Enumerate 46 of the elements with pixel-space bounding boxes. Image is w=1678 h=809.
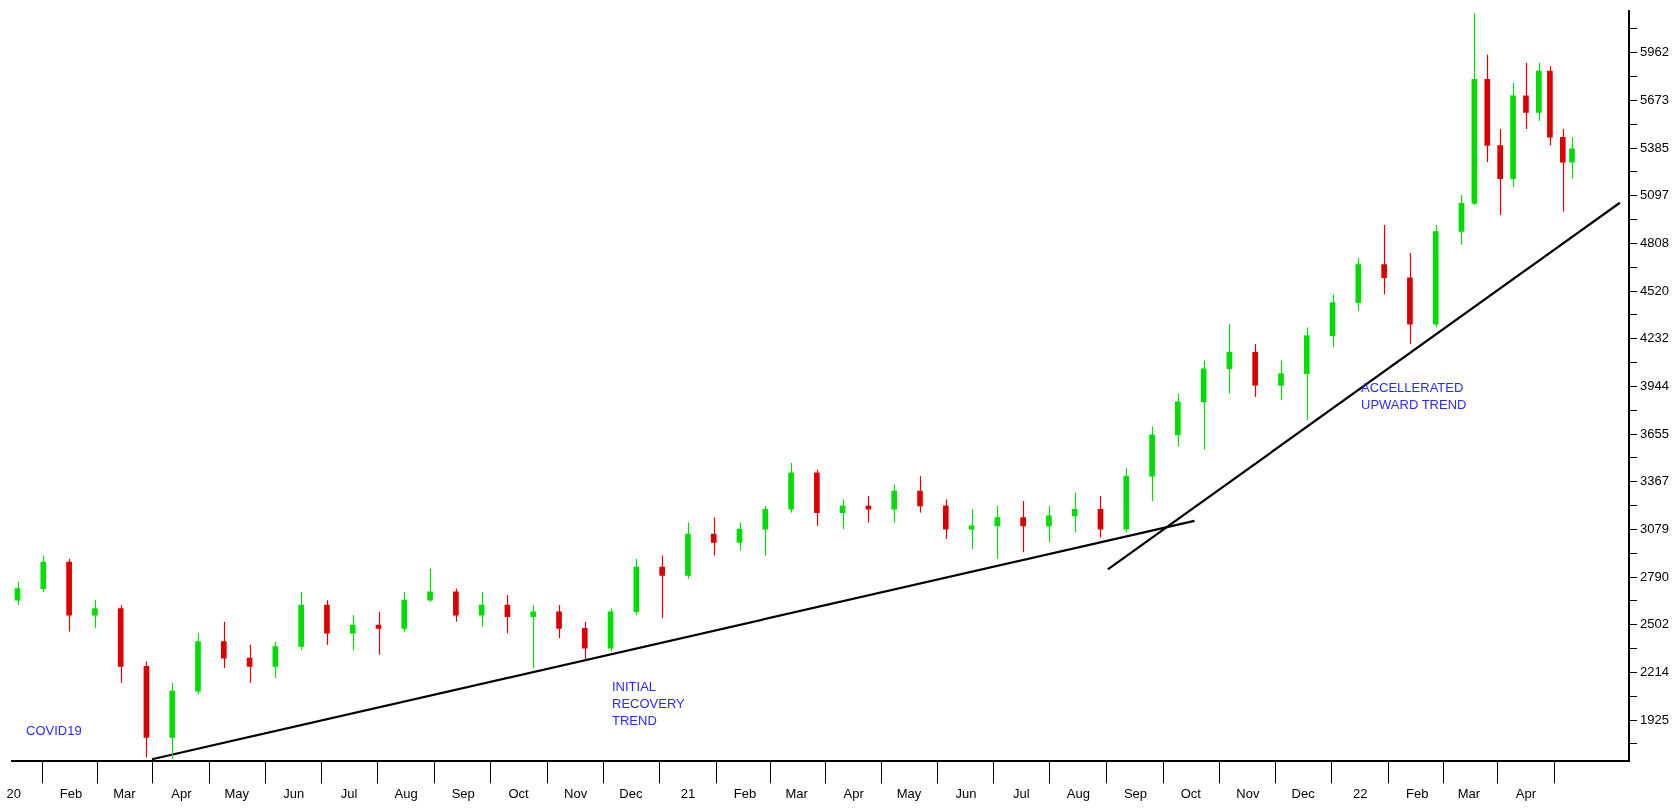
- x-tick-label: Dec: [1291, 785, 1316, 801]
- y-tick-label: 3367: [1640, 473, 1669, 489]
- y-tick-label: 5673: [1640, 91, 1669, 107]
- x-tick-label: Aug: [394, 785, 418, 801]
- x-tick-label: Apr: [843, 785, 865, 801]
- y-tick-label: 3655: [1640, 425, 1669, 441]
- y-tick-label: 2214: [1640, 663, 1669, 679]
- x-tick-label: May: [896, 785, 922, 801]
- x-tick-label: Jul: [1012, 785, 1030, 801]
- y-tick-label: 2502: [1640, 616, 1669, 632]
- x-tick-label: Mar: [113, 785, 137, 801]
- y-tick-label: 5385: [1640, 139, 1669, 155]
- y-tick-label: 1925: [1640, 711, 1669, 727]
- x-tick-label: Feb: [59, 785, 83, 801]
- annotation: INITIAL RECOVERY TREND: [612, 678, 686, 728]
- y-tick-label: 4232: [1640, 330, 1669, 346]
- x-tick-label: Apr: [1515, 785, 1537, 801]
- x-tick-label: Oct: [1180, 785, 1202, 801]
- y-tick-label: 3944: [1640, 377, 1669, 393]
- x-tick-label: 21: [680, 785, 696, 801]
- annotation: ACCELLERATED UPWARD TREND: [1361, 379, 1467, 412]
- annotation: COVID19: [26, 722, 82, 738]
- x-tick-label: Mar: [1457, 785, 1481, 801]
- x-tick-label: Feb: [733, 785, 757, 801]
- x-tick-label: Jun: [955, 785, 977, 801]
- x-tick-label: Aug: [1066, 785, 1090, 801]
- x-tick-label: Jun: [283, 785, 305, 801]
- y-tick-label: 5097: [1640, 187, 1669, 203]
- y-tick-label: 5962: [1640, 44, 1669, 60]
- x-tick-label: Nov: [564, 785, 588, 801]
- x-tick-label: Oct: [508, 785, 529, 801]
- x-tick-label: Feb: [1406, 785, 1429, 801]
- x-tick-label: Sep: [451, 785, 475, 801]
- x-tick-label: May: [224, 785, 250, 801]
- x-tick-label: Mar: [785, 785, 809, 801]
- x-tick-label: 20: [6, 785, 22, 801]
- x-tick-label: Sep: [1123, 785, 1148, 801]
- x-tick-label: 22: [1352, 785, 1368, 801]
- y-tick-label: 2790: [1640, 568, 1669, 584]
- x-tick-label: Dec: [619, 785, 643, 801]
- y-tick-label: 4520: [1640, 282, 1669, 298]
- x-tick-label: Apr: [171, 785, 193, 801]
- y-tick-label: 3079: [1640, 520, 1669, 536]
- y-tick-label: 4808: [1640, 235, 1669, 250]
- x-tick-label: Jul: [340, 785, 358, 801]
- x-tick-label: Nov: [1236, 785, 1260, 801]
